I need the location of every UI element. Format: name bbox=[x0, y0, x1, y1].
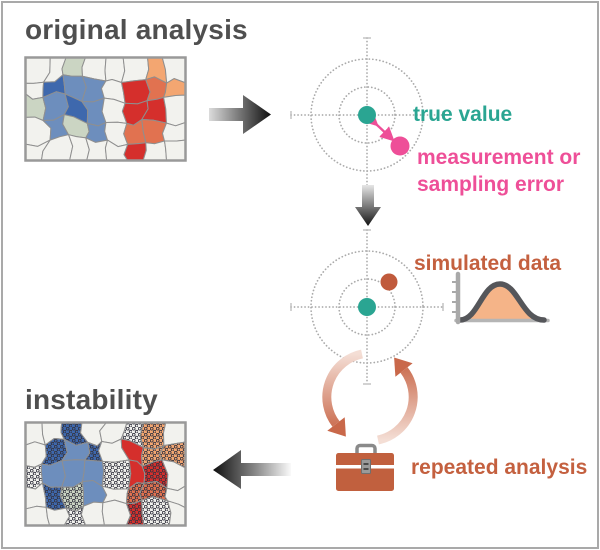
cycle-arrows-icon bbox=[322, 349, 418, 445]
arrow-right-icon bbox=[209, 95, 271, 134]
map-frame bbox=[24, 56, 187, 162]
original-analysis-map bbox=[24, 56, 187, 162]
repeated-analysis-label: repeated analysis bbox=[411, 456, 588, 479]
county-cell bbox=[80, 501, 105, 526]
county-cell bbox=[164, 139, 186, 161]
arrow-left-icon bbox=[213, 450, 291, 489]
county-cell-hatch bbox=[125, 499, 145, 526]
toolbox-icon bbox=[336, 443, 394, 491]
true-value-dot bbox=[358, 106, 376, 124]
instability-map bbox=[24, 421, 187, 527]
map-frame bbox=[24, 421, 187, 527]
county-cell bbox=[123, 142, 147, 161]
county-cell bbox=[40, 460, 66, 488]
county-cell-hatch bbox=[141, 496, 172, 526]
distribution-curve-icon bbox=[452, 271, 550, 325]
county-polygons bbox=[25, 57, 186, 161]
instability-title: instability bbox=[25, 384, 158, 415]
county-cell bbox=[142, 140, 167, 161]
county-cell bbox=[163, 94, 186, 127]
target-simulated-data bbox=[290, 229, 444, 385]
county-cell bbox=[104, 57, 126, 83]
axis-ticks bbox=[452, 281, 458, 313]
simulated-data-label: simulated data bbox=[414, 252, 562, 275]
true-value-dot bbox=[358, 298, 376, 316]
true-value-label: true value bbox=[413, 103, 513, 126]
target-true-value bbox=[290, 37, 444, 193]
county-cell-hatch bbox=[139, 422, 167, 450]
county-cell bbox=[162, 122, 186, 142]
crosshair-end-ticks bbox=[290, 229, 444, 385]
error-dot bbox=[390, 136, 410, 156]
county-cell-hatch bbox=[101, 459, 132, 490]
county-cell bbox=[121, 57, 150, 83]
arrow-down-icon bbox=[355, 185, 381, 226]
county-polygons bbox=[25, 422, 186, 526]
simulated-data-dot bbox=[380, 273, 398, 291]
original-analysis-title: original analysis bbox=[25, 14, 248, 45]
county-cell bbox=[121, 79, 151, 105]
error-distance-arrow-icon bbox=[363, 111, 395, 142]
error-label: measurement or sampling error bbox=[417, 146, 581, 196]
